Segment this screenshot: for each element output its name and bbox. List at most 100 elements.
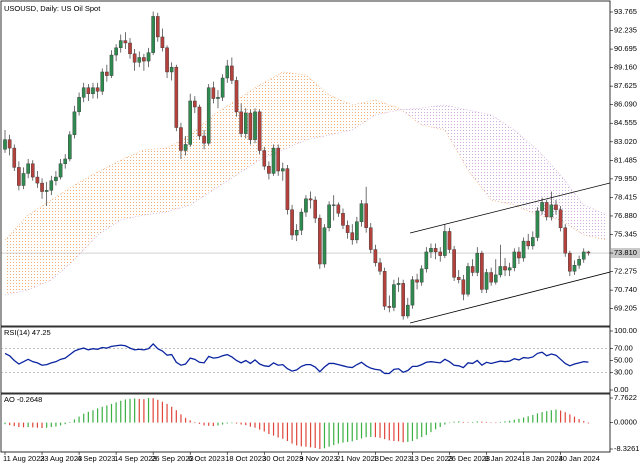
ao-bar [351,422,353,442]
ao-bar [319,422,321,449]
cloud-segment [143,147,168,215]
panel-frame [0,326,611,394]
ao-bar [106,405,108,423]
ao-bar [198,422,201,424]
panel-title: AO -0.2648 [4,395,42,404]
ao-bar [101,406,103,423]
ao-bar [171,406,173,423]
candle-body [359,203,364,222]
ao-bar [569,414,571,423]
candle-body [410,279,415,306]
candle-body [443,231,447,256]
ao-bar [476,421,478,423]
last-price-box [611,248,640,259]
ao-bar [226,422,228,424]
channel-line [410,182,610,234]
ao-bar [509,420,511,423]
ao-bar [504,421,506,423]
candle-body [521,240,526,259]
candle-body [17,167,21,186]
y-tick-label: 100.00 [614,326,637,335]
candle-body [44,190,49,192]
ao-bar [13,422,15,427]
candle-body [230,65,234,81]
candle-body [54,176,58,181]
ao-bar [78,416,80,423]
y-tick-label: 89.160 [614,63,637,72]
x-tick-label: 13 Dec 2023 [410,454,453,463]
ao-bar [249,422,251,427]
x-tick-label: 23 Aug 2023 [40,454,82,463]
cloud-segment [468,110,492,201]
ao-bar [129,398,131,423]
ao-bar [555,409,557,423]
cloud-segment [5,214,29,295]
y-tick-label: 70.00 [614,344,633,353]
y-tick-label: 70.740 [614,285,637,294]
candle-body [373,249,378,264]
candle-body [392,284,396,308]
ao-bar [120,400,122,423]
ao-bar [370,422,372,437]
ao-bar [46,422,48,428]
ao-bar [161,401,164,423]
cloud-segment [398,107,422,126]
cloud-segment [120,150,144,220]
panel-frame [0,393,611,453]
candle-body [7,139,12,149]
candle-body [318,217,322,265]
candle-body [248,112,253,140]
candle-body [128,42,132,55]
ao-bar [166,403,168,423]
candle-body [262,150,267,167]
ao-bar [309,422,312,448]
candle-body [151,16,155,53]
candle-body [86,87,91,94]
candle-body [577,259,581,266]
cloud-segment [421,104,445,130]
y-tick-label: 0.00 [614,385,629,394]
ao-bar [583,421,585,423]
x-tick-label: 6 Oct 2023 [188,454,225,463]
channel-line [410,271,610,324]
candle-body [452,249,456,278]
candle-body [239,111,243,134]
candle-body [531,237,535,247]
ao-bar [254,422,256,428]
ao-bar [268,422,270,435]
candle-body [382,271,387,307]
candle-body [123,40,128,44]
candle-body [586,251,591,254]
candle-body [169,66,174,73]
ao-bar [27,422,29,428]
candle-body [466,266,470,295]
ao-bar [541,412,543,423]
candle-body [267,165,271,174]
candle-body [424,251,429,270]
ao-bar [490,422,492,423]
candle-body [336,204,341,214]
ao-bar [467,422,469,423]
main-plot [1,11,610,324]
cloud-segment [97,160,121,235]
cloud-segment [514,129,538,215]
candle-body [549,204,554,218]
ao-bar [59,422,62,426]
y-tick-label: 90.695 [614,44,637,53]
candle-body [63,158,67,164]
candle-body [155,16,160,38]
x-tick-label: 9 Nov 2023 [299,454,337,463]
ao-bar [143,399,145,423]
ao-bar [259,422,261,430]
ao-bar [425,422,427,435]
ao-bar [134,398,136,423]
ao-bar [485,421,488,423]
candle-body [132,53,137,63]
candle-body [313,199,318,219]
candle-body [146,52,151,62]
candle-body [271,147,276,174]
ao-bar [286,422,289,441]
ao-bar [518,418,520,423]
